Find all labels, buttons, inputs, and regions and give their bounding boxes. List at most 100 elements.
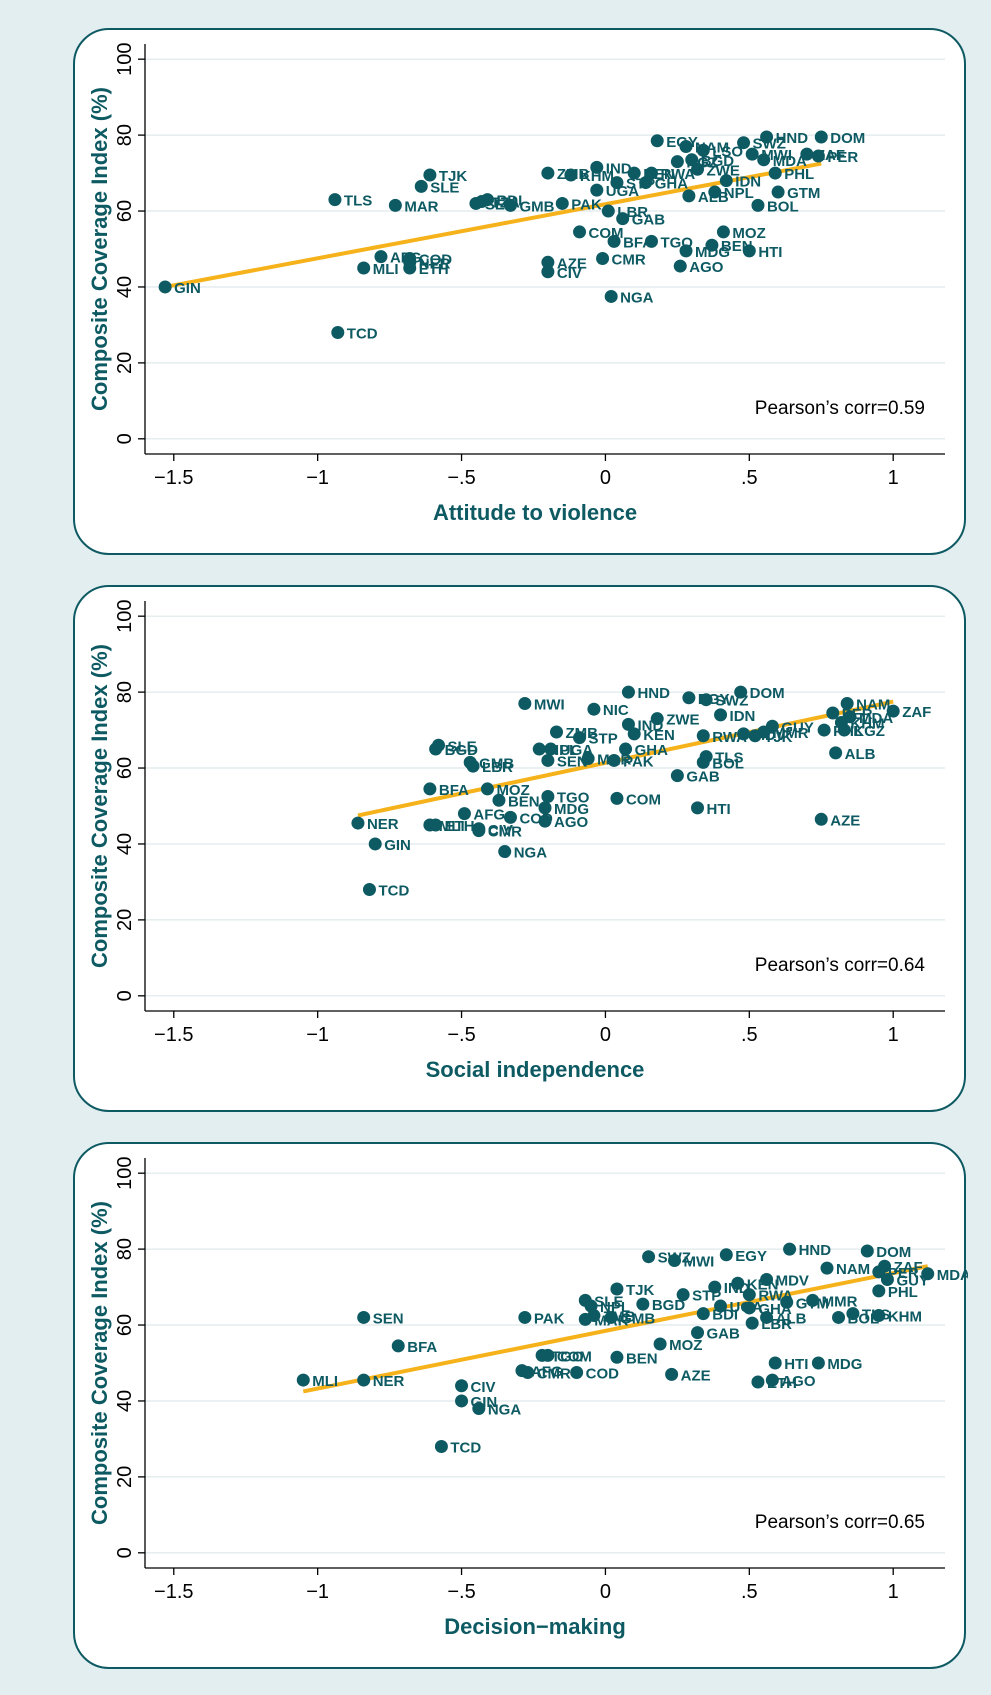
data-point-ken	[627, 166, 641, 180]
data-point-dom	[814, 130, 828, 144]
point-label-ago: AGO	[554, 814, 589, 831]
point-label-zaf: ZAF	[902, 704, 931, 721]
data-point-tjk	[610, 1282, 624, 1296]
data-point-nga	[498, 845, 512, 859]
y-tick-label: 80	[114, 1238, 136, 1260]
y-tick-label: 40	[114, 1390, 136, 1412]
point-label-mmr: MMR	[773, 725, 809, 742]
point-label-nam: NAM	[836, 1261, 870, 1278]
data-point-ben	[610, 1350, 624, 1364]
point-label-ben: BEN	[626, 1350, 658, 1367]
data-point-sen	[357, 1310, 371, 1324]
point-label-sen: SEN	[373, 1310, 404, 1327]
x-tick-label: −.5	[447, 1024, 475, 1046]
data-point-sen	[541, 753, 555, 767]
data-point-mar	[581, 752, 595, 766]
data-point-egy	[650, 134, 664, 148]
point-label-cod: COD	[419, 251, 453, 268]
point-label-gtm: GTM	[787, 185, 820, 202]
data-point-gmb	[463, 755, 477, 769]
data-point-bdi	[480, 193, 494, 207]
data-point-cod	[403, 251, 417, 265]
fit-line	[164, 161, 822, 289]
point-label-civ: CIV	[488, 822, 513, 839]
point-label-gab: GAB	[686, 769, 720, 786]
data-point-tls	[846, 1307, 860, 1321]
y-tick-label: 100	[114, 42, 136, 75]
point-label-bgd: BGD	[701, 153, 735, 170]
data-point-pak	[555, 196, 569, 210]
x-tick-label: −1	[306, 1024, 329, 1046]
data-point-lbr	[745, 1316, 759, 1330]
data-point-tjk	[423, 168, 437, 182]
x-tick-label: 0	[600, 467, 611, 489]
point-label-gab: GAB	[707, 1326, 741, 1343]
point-label-tcd: TCD	[378, 883, 409, 900]
x-tick-label: −.5	[447, 1581, 475, 1603]
point-label-eth: ETH	[445, 818, 475, 835]
data-point-gha	[742, 1301, 756, 1315]
y-axis-title: Composite Coverage Index (%)	[87, 87, 112, 411]
point-label-afg: AFG	[531, 1364, 563, 1381]
data-point-zaf	[886, 704, 900, 718]
data-point-cod	[503, 810, 517, 824]
point-label-tgo: TGO	[557, 790, 590, 807]
point-label-phl: PHL	[888, 1284, 918, 1301]
data-point-nam	[679, 140, 693, 153]
point-label-tjk: TJK	[764, 729, 793, 746]
chart-panel-attitude-to-violence: 0 20 40 60 80 100 −1.5 −1 −.5 0 .5 1 Composite Cover…	[73, 28, 966, 555]
data-point-sle	[414, 179, 428, 193]
point-label-tls: TLS	[344, 193, 372, 210]
x-tick-label: −.5	[447, 467, 475, 489]
pearson-correlation: Pearson’s corr=0.65	[755, 1512, 925, 1533]
data-point-phl	[817, 723, 831, 737]
data-point-mar	[388, 198, 402, 212]
point-label-tjk: TJK	[626, 1282, 655, 1299]
data-point-mdg	[811, 1356, 825, 1370]
y-tick-label: 0	[114, 433, 136, 444]
point-label-moz: MOZ	[732, 225, 765, 242]
data-point-moz	[653, 1337, 667, 1351]
point-label-bfa: BFA	[439, 782, 469, 799]
data-point-guy	[880, 1272, 894, 1286]
data-point-zaf	[800, 147, 814, 161]
point-label-aze: AZE	[681, 1367, 711, 1384]
point-label-mwi: MWI	[534, 697, 565, 714]
data-point-zaf	[878, 1259, 892, 1273]
data-point-gin	[158, 280, 172, 294]
point-label-bfa: BFA	[407, 1339, 437, 1356]
data-point-swz	[699, 693, 713, 707]
data-point-alb	[760, 1310, 774, 1324]
data-point-afg	[374, 250, 388, 264]
data-point-tcd	[362, 883, 376, 897]
data-point-tgo	[541, 790, 555, 804]
point-label-ago: AGO	[689, 259, 724, 276]
data-point-mda	[757, 153, 771, 167]
y-axis-title: Composite Coverage Index (%)	[87, 644, 112, 968]
data-point-mda	[843, 710, 857, 724]
data-point-eth	[751, 1375, 765, 1389]
point-label-aze: AZE	[557, 255, 587, 272]
point-label-gin: GIN	[384, 837, 411, 854]
y-tick-label: 20	[114, 909, 136, 931]
data-point-npl	[532, 742, 546, 756]
point-label-pak: PAK	[571, 196, 602, 213]
y-tick-label: 40	[114, 276, 136, 298]
data-point-rwa	[696, 729, 710, 743]
data-point-hti	[742, 244, 756, 258]
point-label-idn: IDN	[730, 708, 756, 725]
point-label-bgd: BGD	[445, 742, 479, 759]
data-point-zwe	[691, 162, 705, 176]
fit-line	[357, 699, 894, 818]
data-point-bol	[696, 755, 710, 769]
point-label-mwi: MWI	[683, 1254, 714, 1271]
data-point-pak	[518, 1310, 532, 1324]
point-label-gmb: GMB	[519, 198, 554, 215]
x-tick-label: .5	[741, 1024, 758, 1046]
point-label-mdg: MDG	[695, 244, 730, 261]
data-point-zmb	[587, 1309, 601, 1323]
data-point-alb	[829, 746, 843, 760]
point-label-stp: STP	[589, 731, 618, 748]
data-point-idn	[719, 174, 733, 188]
point-label-egy: EGY	[735, 1248, 767, 1265]
